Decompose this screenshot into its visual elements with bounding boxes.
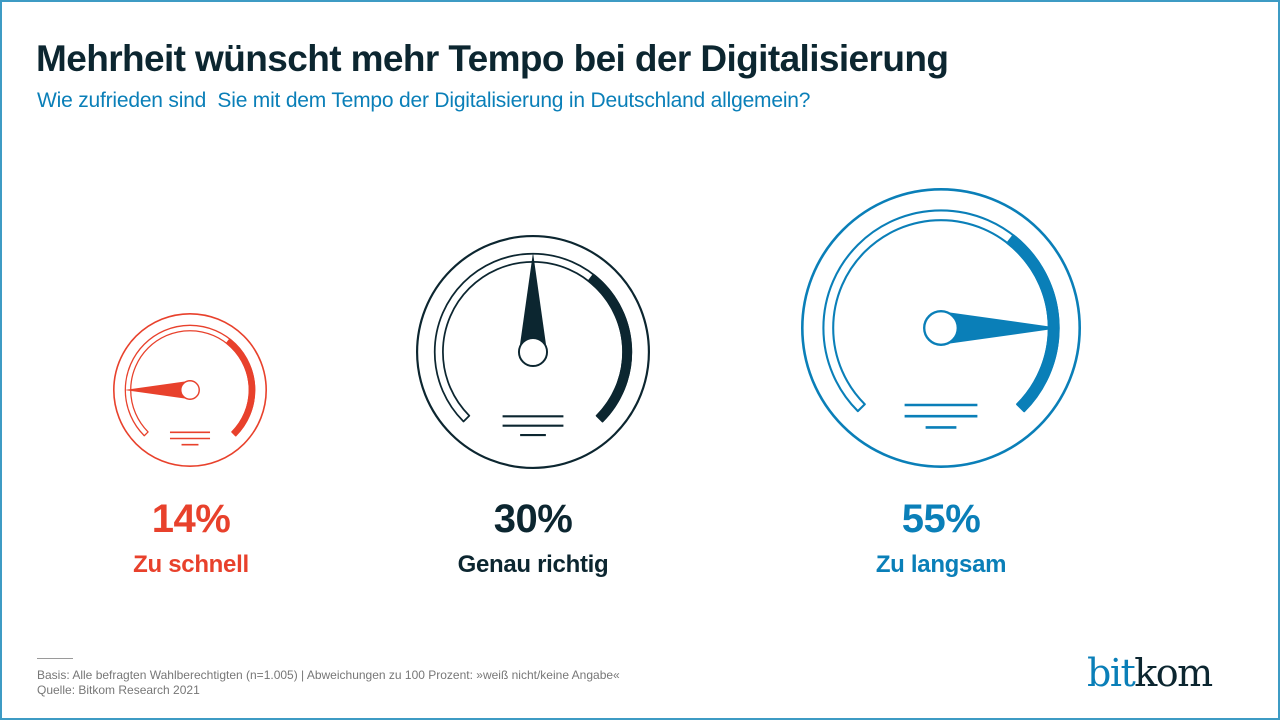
logo-part-bit: bit (1087, 651, 1136, 695)
chart-title: Mehrheit wünscht mehr Tempo bei der Digi… (36, 38, 949, 79)
gauge-needle-hub (180, 380, 200, 400)
logo-part-kom: kom (1134, 651, 1213, 695)
gauge-zu-langsam (800, 188, 1081, 468)
gauge-scale-fill (587, 273, 633, 423)
gauge-zu-schnell (113, 312, 267, 467)
category-label-zu-schnell: Zu schnell (133, 551, 249, 578)
gauge-needle (941, 311, 1060, 345)
gauge-needle-hub (517, 336, 549, 368)
gauge-genau-richtig (415, 234, 651, 470)
value-label-genau-richtig: 30% (493, 497, 573, 541)
gauge-outer-ring (113, 312, 267, 467)
category-label-genau-richtig: Genau richtig (457, 551, 609, 578)
footer-basis: Basis: Alle befragten Wahlberechtigten (… (37, 668, 620, 682)
gauge-scale-fill (225, 338, 256, 437)
gauge-needle (124, 380, 190, 400)
gauge-needle-hub (923, 310, 959, 346)
category-label-zu-langsam: Zu langsam (875, 551, 1007, 578)
value-label-zu-schnell: 14% (151, 497, 231, 541)
gauge-needle (518, 252, 548, 352)
bitkom-logo: bitkom (1087, 651, 1213, 695)
gauge-outer-ring (800, 188, 1081, 468)
footer-divider (37, 658, 73, 659)
gauge-outer-ring (415, 234, 651, 470)
value-label-zu-langsam: 55% (901, 497, 981, 541)
chart-subtitle: Wie zufrieden sind Sie mit dem Tempo der… (37, 89, 811, 112)
gauge-scale-fill (1006, 234, 1060, 413)
footer-source: Quelle: Bitkom Research 2021 (37, 683, 200, 697)
